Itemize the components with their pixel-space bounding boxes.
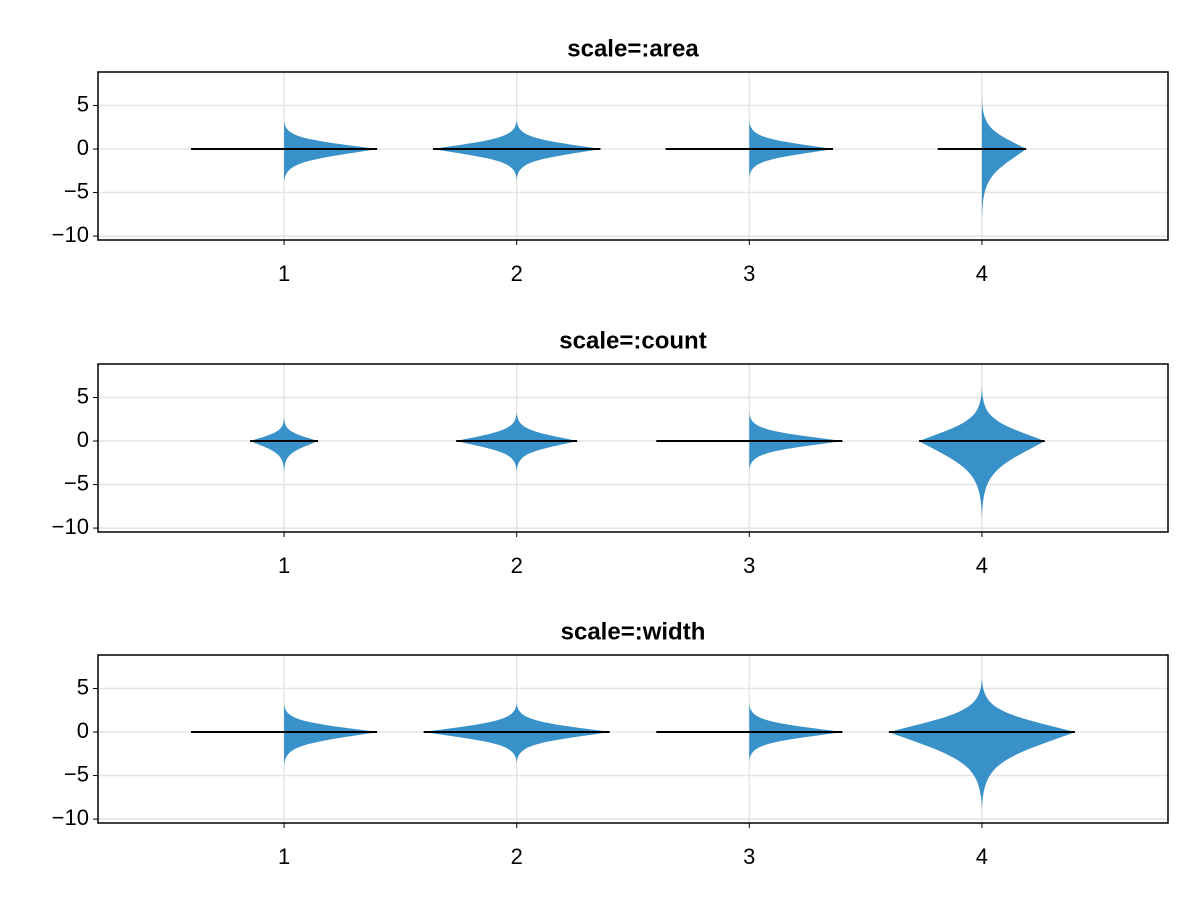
panel-title: scale=:count [559, 327, 706, 354]
plot-frame [97, 654, 1169, 824]
violin-body [284, 120, 375, 184]
y-tick-label: −10 [52, 514, 89, 539]
x-tick-label: 1 [278, 553, 290, 578]
violin-body [890, 675, 1074, 813]
x-tick-label: 3 [743, 261, 755, 286]
y-tick-label: 5 [77, 91, 89, 116]
violin-body [284, 703, 375, 767]
x-tick-label: 2 [511, 261, 523, 286]
y-tick-label: 5 [77, 383, 89, 408]
x-tick-label: 2 [511, 844, 523, 869]
x-tick-label: 1 [278, 261, 290, 286]
x-tick-label: 3 [743, 553, 755, 578]
y-tick-label: −10 [52, 222, 89, 247]
violin-body [981, 96, 1025, 223]
panel: scale=:count −10 −5 0 5 1 2 3 4 [52, 327, 1169, 578]
panel-title: scale=:area [567, 35, 699, 62]
panel: scale=:width −10 −5 0 5 1 2 3 4 [52, 618, 1169, 869]
y-tick-label: −5 [64, 178, 89, 203]
violin-body [250, 415, 318, 475]
y-tick-label: −10 [52, 805, 89, 830]
x-tick-label: 4 [976, 844, 988, 869]
plot-frame [97, 71, 1169, 241]
x-tick-label: 4 [976, 261, 988, 286]
panel: scale=:area −10 −5 0 5 1 2 3 4 [52, 35, 1169, 286]
y-tick-label: 0 [77, 135, 89, 160]
x-tick-label: 3 [743, 844, 755, 869]
plot-frame [97, 363, 1169, 533]
x-tick-label: 2 [511, 553, 523, 578]
y-tick-label: −5 [64, 470, 89, 495]
y-tick-label: 0 [77, 718, 89, 743]
y-tick-label: −5 [64, 761, 89, 786]
y-tick-label: 5 [77, 674, 89, 699]
violin-body [920, 384, 1044, 522]
x-tick-label: 4 [976, 553, 988, 578]
x-tick-label: 1 [278, 844, 290, 869]
panel-title: scale=:width [561, 618, 706, 645]
y-tick-label: 0 [77, 427, 89, 452]
